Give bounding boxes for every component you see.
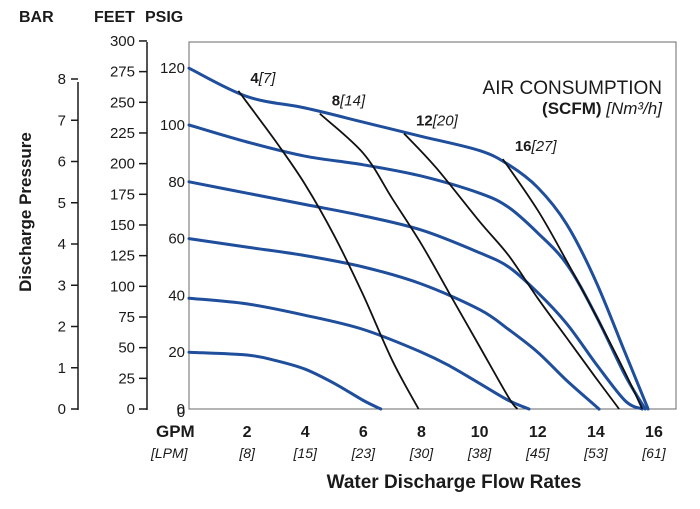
- bar-tick-label: 8: [58, 71, 66, 88]
- feet-tick-label: 0: [127, 401, 135, 418]
- bar-tick-label: 0: [58, 401, 66, 418]
- pressure-curve: [187, 296, 531, 411]
- x-tick-lpm: [8]: [238, 445, 256, 461]
- feet-tick-label: 250: [110, 94, 135, 111]
- x-tick-lpm: [38]: [467, 445, 492, 461]
- x-unit-lpm: [LPM]: [150, 445, 189, 461]
- feet-tick-label: 275: [110, 64, 135, 81]
- x-tick-gpm: 12: [529, 424, 547, 441]
- legend: AIR CONSUMPTION (SCFM) [Nm³/h]: [483, 78, 664, 118]
- plot-frame: [188, 41, 677, 410]
- legend-unit-scfm: (SCFM): [542, 99, 601, 118]
- bar-tick-label: 3: [58, 277, 66, 294]
- x-tick-lpm: [23]: [351, 445, 376, 461]
- feet-tick-label: 25: [118, 370, 135, 387]
- feet-tick-label: 300: [110, 33, 135, 50]
- psig-tick-group: 0 20 40 60 80 100 120: [160, 60, 185, 418]
- x-axis: GPM [LPM] 2 [8] 4 [15] 6 [23] 8 [30] 10 [38] 12 [45…: [150, 404, 667, 493]
- bar-tick-label: 6: [58, 154, 66, 171]
- psig-tick-label: 0: [177, 401, 185, 418]
- air-consumption-curve: [502, 158, 644, 410]
- feet-tick-label: 150: [110, 217, 135, 234]
- x-tick-gpm: 8: [417, 424, 426, 441]
- feet-tick-label: 50: [118, 340, 135, 357]
- bar-tick-label: 2: [58, 319, 66, 336]
- air-consumption-curve: [237, 90, 420, 410]
- psig-tick-label: 100: [160, 117, 185, 134]
- x-tick-gpm: 4: [301, 424, 310, 441]
- pressure-curve: [187, 66, 650, 411]
- psig-tick-label: 60: [168, 231, 185, 248]
- air-consumption-label: 12[20]: [416, 113, 459, 130]
- bar-axis-header: BAR: [19, 9, 54, 26]
- air-consumption-label: 16[27]: [515, 138, 558, 155]
- feet-tick-label: 100: [110, 278, 135, 295]
- bar-tick-label: 7: [58, 112, 66, 129]
- air-consumption-curve: [319, 112, 519, 410]
- air-consumption-label: 8[14]: [332, 93, 366, 110]
- pressure-curve: [187, 350, 383, 411]
- x-tick-gpm: 2: [243, 424, 252, 441]
- feet-tick-label: 200: [110, 156, 135, 173]
- psig-tick-label: 120: [160, 60, 185, 77]
- bar-axis: 0 1 2 3 4 5 6 7 8: [58, 71, 79, 418]
- pressure-curve: [187, 237, 601, 411]
- air-consumption-curve-group: 4[7] 8[14] 12[20] 16[27]: [237, 70, 644, 410]
- legend-title: AIR CONSUMPTION: [483, 78, 662, 99]
- legend-unit-nm3h: [Nm³/h]: [605, 99, 663, 118]
- x-tick-lpm: [30]: [409, 445, 434, 461]
- feet-axis-header: FEET: [94, 9, 135, 26]
- feet-tick-label: 75: [118, 309, 135, 326]
- x-tick-zero: 0: [177, 404, 185, 421]
- legend-subtitle: (SCFM) [Nm³/h]: [542, 99, 663, 118]
- psig-tick-label: 80: [168, 174, 185, 191]
- x-tick-gpm: 10: [471, 424, 489, 441]
- pressure-curve: [187, 180, 644, 411]
- x-axis-title: Water Discharge Flow Rates: [327, 472, 582, 493]
- psig-tick-label: 40: [168, 287, 185, 304]
- air-consumption-label: 4[7]: [250, 70, 276, 87]
- x-tick-lpm: [53]: [583, 445, 608, 461]
- air-consumption-curve: [403, 132, 620, 410]
- psig-tick-label: 20: [168, 344, 185, 361]
- x-tick-lpm: [61]: [641, 445, 666, 461]
- pressure-curve: [187, 123, 647, 411]
- psig-axis-header: PSIG: [145, 9, 183, 26]
- feet-tick-label: 225: [110, 125, 135, 142]
- bar-tick-label: 1: [58, 360, 66, 377]
- x-unit-gpm: GPM: [156, 422, 195, 441]
- x-tick-gpm: 14: [587, 424, 605, 441]
- feet-tick-label: 175: [110, 186, 135, 203]
- plot-area: 0 20 40 60 80 100 120 4[7] 8[14] 12[20] 16[27]: [160, 41, 677, 418]
- bar-tick-label: 5: [58, 195, 66, 212]
- feet-axis: 0 25 50 75 100 125 150 175 200 225 250 275 300: [110, 33, 148, 418]
- bar-tick-label: 4: [58, 236, 66, 253]
- x-tick-gpm: 6: [359, 424, 368, 441]
- x-tick-gpm: 16: [645, 424, 663, 441]
- x-tick-lpm: [15]: [293, 445, 318, 461]
- x-tick-group: 2 [8] 4 [15] 6 [23] 8 [30] 10 [38] 12 [45] 14 [53] 16 […: [177, 404, 667, 461]
- feet-tick-label: 125: [110, 248, 135, 265]
- bar-tick-group: 0 1 2 3 4 5 6 7 8: [58, 71, 78, 418]
- feet-tick-group: 0 25 50 75 100 125 150 175 200 225 250 275 300: [110, 33, 147, 418]
- x-tick-lpm: [45]: [525, 445, 550, 461]
- y-axis-title: Discharge Pressure: [16, 132, 35, 292]
